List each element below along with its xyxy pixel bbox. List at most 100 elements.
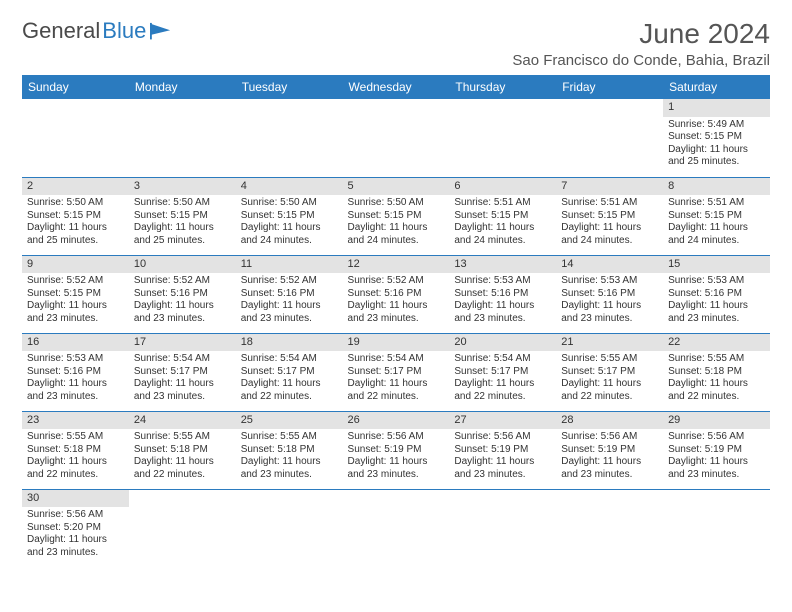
daylight-line: Daylight: 11 hours and 24 minutes.	[241, 222, 338, 247]
day-body: Sunrise: 5:50 AMSunset: 5:15 PMDaylight:…	[22, 195, 129, 251]
daylight-line: Daylight: 11 hours and 23 minutes.	[134, 300, 231, 325]
daylight-line: Daylight: 11 hours and 25 minutes.	[134, 222, 231, 247]
sunset-line: Sunset: 5:15 PM	[134, 210, 231, 223]
day-number: 25	[236, 412, 343, 430]
sunset-line: Sunset: 5:19 PM	[348, 444, 445, 457]
day-number: 23	[22, 412, 129, 430]
sunset-line: Sunset: 5:19 PM	[668, 444, 765, 457]
sunrise-line: Sunrise: 5:54 AM	[134, 353, 231, 366]
header: GeneralBlue June 2024 Sao Francisco do C…	[22, 18, 770, 69]
day-body: Sunrise: 5:52 AMSunset: 5:15 PMDaylight:…	[22, 273, 129, 329]
sunrise-line: Sunrise: 5:52 AM	[27, 275, 124, 288]
day-cell	[236, 489, 343, 567]
sunrise-line: Sunrise: 5:56 AM	[27, 509, 124, 522]
day-cell: 6Sunrise: 5:51 AMSunset: 5:15 PMDaylight…	[449, 177, 556, 255]
sunset-line: Sunset: 5:18 PM	[668, 366, 765, 379]
day-number: 24	[129, 412, 236, 430]
day-body: Sunrise: 5:54 AMSunset: 5:17 PMDaylight:…	[129, 351, 236, 407]
day-cell: 12Sunrise: 5:52 AMSunset: 5:16 PMDayligh…	[343, 255, 450, 333]
day-header-row: Sunday Monday Tuesday Wednesday Thursday…	[22, 75, 770, 99]
day-number: 17	[129, 334, 236, 352]
day-cell: 19Sunrise: 5:54 AMSunset: 5:17 PMDayligh…	[343, 333, 450, 411]
daylight-line: Daylight: 11 hours and 24 minutes.	[668, 222, 765, 247]
day-cell: 2Sunrise: 5:50 AMSunset: 5:15 PMDaylight…	[22, 177, 129, 255]
sunset-line: Sunset: 5:15 PM	[241, 210, 338, 223]
daylight-line: Daylight: 11 hours and 22 minutes.	[27, 456, 124, 481]
daylight-line: Daylight: 11 hours and 25 minutes.	[27, 222, 124, 247]
day-body: Sunrise: 5:55 AMSunset: 5:18 PMDaylight:…	[663, 351, 770, 407]
day-number: 28	[556, 412, 663, 430]
day-number: 2	[22, 178, 129, 196]
day-header: Saturday	[663, 75, 770, 99]
day-body: Sunrise: 5:54 AMSunset: 5:17 PMDaylight:…	[343, 351, 450, 407]
day-header: Tuesday	[236, 75, 343, 99]
day-cell	[22, 99, 129, 177]
sunset-line: Sunset: 5:19 PM	[561, 444, 658, 457]
location-text: Sao Francisco do Conde, Bahia, Brazil	[512, 52, 770, 69]
day-cell	[449, 489, 556, 567]
sunset-line: Sunset: 5:15 PM	[27, 288, 124, 301]
day-cell: 29Sunrise: 5:56 AMSunset: 5:19 PMDayligh…	[663, 411, 770, 489]
day-number: 9	[22, 256, 129, 274]
day-body: Sunrise: 5:55 AMSunset: 5:18 PMDaylight:…	[129, 429, 236, 485]
sunrise-line: Sunrise: 5:50 AM	[27, 197, 124, 210]
day-cell: 9Sunrise: 5:52 AMSunset: 5:15 PMDaylight…	[22, 255, 129, 333]
sunset-line: Sunset: 5:17 PM	[348, 366, 445, 379]
month-title: June 2024	[512, 18, 770, 50]
daylight-line: Daylight: 11 hours and 22 minutes.	[561, 378, 658, 403]
sunrise-line: Sunrise: 5:50 AM	[134, 197, 231, 210]
sunset-line: Sunset: 5:18 PM	[27, 444, 124, 457]
daylight-line: Daylight: 11 hours and 22 minutes.	[134, 456, 231, 481]
day-header: Friday	[556, 75, 663, 99]
day-body: Sunrise: 5:53 AMSunset: 5:16 PMDaylight:…	[22, 351, 129, 407]
day-number: 12	[343, 256, 450, 274]
day-cell: 25Sunrise: 5:55 AMSunset: 5:18 PMDayligh…	[236, 411, 343, 489]
day-cell: 3Sunrise: 5:50 AMSunset: 5:15 PMDaylight…	[129, 177, 236, 255]
daylight-line: Daylight: 11 hours and 22 minutes.	[668, 378, 765, 403]
daylight-line: Daylight: 11 hours and 23 minutes.	[27, 378, 124, 403]
day-number: 5	[343, 178, 450, 196]
day-number: 22	[663, 334, 770, 352]
sunset-line: Sunset: 5:15 PM	[561, 210, 658, 223]
day-cell: 17Sunrise: 5:54 AMSunset: 5:17 PMDayligh…	[129, 333, 236, 411]
sunset-line: Sunset: 5:15 PM	[27, 210, 124, 223]
logo-text-2: Blue	[102, 18, 146, 44]
daylight-line: Daylight: 11 hours and 23 minutes.	[454, 456, 551, 481]
sunrise-line: Sunrise: 5:53 AM	[454, 275, 551, 288]
day-body: Sunrise: 5:52 AMSunset: 5:16 PMDaylight:…	[129, 273, 236, 329]
day-body: Sunrise: 5:51 AMSunset: 5:15 PMDaylight:…	[556, 195, 663, 251]
logo: GeneralBlue	[22, 18, 172, 44]
sunrise-line: Sunrise: 5:52 AM	[348, 275, 445, 288]
day-body: Sunrise: 5:52 AMSunset: 5:16 PMDaylight:…	[343, 273, 450, 329]
day-cell: 15Sunrise: 5:53 AMSunset: 5:16 PMDayligh…	[663, 255, 770, 333]
sunset-line: Sunset: 5:18 PM	[241, 444, 338, 457]
day-body: Sunrise: 5:56 AMSunset: 5:19 PMDaylight:…	[343, 429, 450, 485]
day-cell: 11Sunrise: 5:52 AMSunset: 5:16 PMDayligh…	[236, 255, 343, 333]
day-cell	[556, 489, 663, 567]
day-number: 14	[556, 256, 663, 274]
sunrise-line: Sunrise: 5:51 AM	[561, 197, 658, 210]
day-cell: 28Sunrise: 5:56 AMSunset: 5:19 PMDayligh…	[556, 411, 663, 489]
day-number: 4	[236, 178, 343, 196]
day-body: Sunrise: 5:53 AMSunset: 5:16 PMDaylight:…	[663, 273, 770, 329]
day-cell: 16Sunrise: 5:53 AMSunset: 5:16 PMDayligh…	[22, 333, 129, 411]
sunrise-line: Sunrise: 5:49 AM	[668, 119, 765, 132]
day-cell: 14Sunrise: 5:53 AMSunset: 5:16 PMDayligh…	[556, 255, 663, 333]
day-cell	[343, 489, 450, 567]
day-body: Sunrise: 5:53 AMSunset: 5:16 PMDaylight:…	[449, 273, 556, 329]
sunrise-line: Sunrise: 5:53 AM	[561, 275, 658, 288]
sunrise-line: Sunrise: 5:53 AM	[668, 275, 765, 288]
daylight-line: Daylight: 11 hours and 23 minutes.	[241, 456, 338, 481]
day-number: 26	[343, 412, 450, 430]
sunrise-line: Sunrise: 5:50 AM	[348, 197, 445, 210]
sunrise-line: Sunrise: 5:55 AM	[561, 353, 658, 366]
day-cell	[663, 489, 770, 567]
sunset-line: Sunset: 5:16 PM	[668, 288, 765, 301]
day-cell: 13Sunrise: 5:53 AMSunset: 5:16 PMDayligh…	[449, 255, 556, 333]
daylight-line: Daylight: 11 hours and 22 minutes.	[348, 378, 445, 403]
sunset-line: Sunset: 5:16 PM	[454, 288, 551, 301]
day-body: Sunrise: 5:52 AMSunset: 5:16 PMDaylight:…	[236, 273, 343, 329]
daylight-line: Daylight: 11 hours and 22 minutes.	[241, 378, 338, 403]
day-body: Sunrise: 5:53 AMSunset: 5:16 PMDaylight:…	[556, 273, 663, 329]
day-cell	[449, 99, 556, 177]
